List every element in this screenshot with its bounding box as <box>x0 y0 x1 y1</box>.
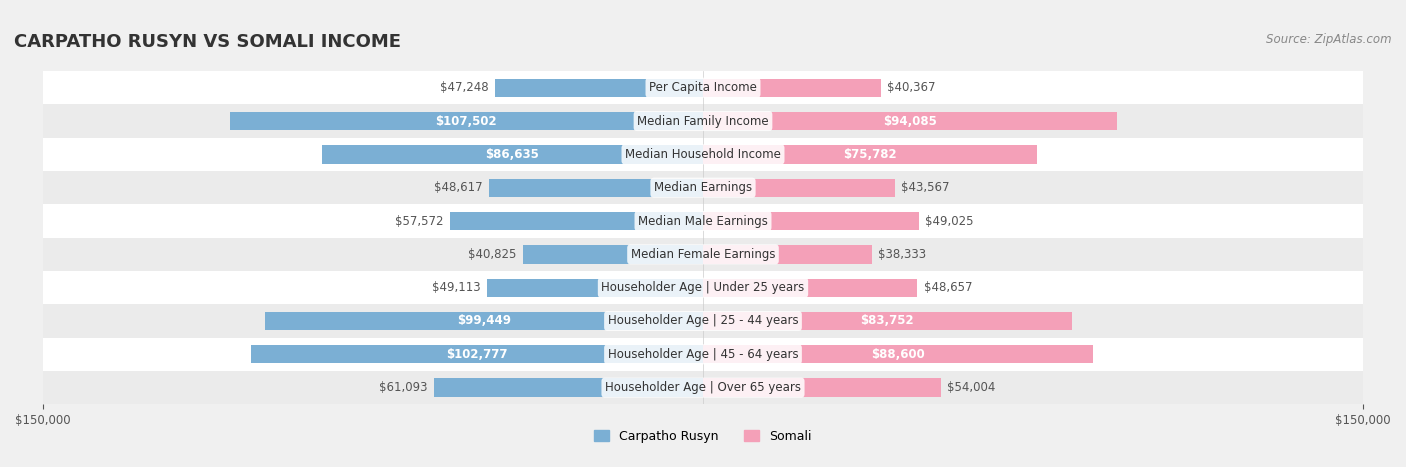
Bar <box>42 371 1364 404</box>
Bar <box>250 345 703 363</box>
Text: $43,567: $43,567 <box>901 181 950 194</box>
Bar <box>703 278 917 297</box>
Text: Median Earnings: Median Earnings <box>654 181 752 194</box>
Text: $48,617: $48,617 <box>434 181 482 194</box>
Text: $99,449: $99,449 <box>457 314 512 327</box>
Bar <box>42 205 1364 238</box>
Bar <box>703 345 1092 363</box>
Bar <box>434 378 703 397</box>
Text: $49,113: $49,113 <box>432 281 481 294</box>
Text: $54,004: $54,004 <box>948 381 995 394</box>
Text: Per Capita Income: Per Capita Income <box>650 81 756 94</box>
Bar <box>703 378 941 397</box>
Text: $86,635: $86,635 <box>485 148 540 161</box>
Bar <box>450 212 703 230</box>
Text: Median Family Income: Median Family Income <box>637 114 769 127</box>
Bar <box>523 245 703 263</box>
Bar <box>42 238 1364 271</box>
Bar <box>42 104 1364 138</box>
Bar <box>486 278 703 297</box>
Text: Median Household Income: Median Household Income <box>626 148 780 161</box>
Text: Householder Age | Over 65 years: Householder Age | Over 65 years <box>605 381 801 394</box>
Bar <box>229 112 703 130</box>
Bar <box>42 271 1364 304</box>
Bar <box>322 145 703 163</box>
Text: $38,333: $38,333 <box>879 248 927 261</box>
Text: Median Female Earnings: Median Female Earnings <box>631 248 775 261</box>
Legend: Carpatho Rusyn, Somali: Carpatho Rusyn, Somali <box>589 425 817 448</box>
Bar <box>42 304 1364 338</box>
Text: $47,248: $47,248 <box>440 81 488 94</box>
Text: Source: ZipAtlas.com: Source: ZipAtlas.com <box>1267 33 1392 46</box>
Bar <box>489 178 703 197</box>
Bar <box>703 145 1036 163</box>
Text: $94,085: $94,085 <box>883 114 936 127</box>
Bar <box>703 312 1071 330</box>
Text: $107,502: $107,502 <box>436 114 498 127</box>
Text: $57,572: $57,572 <box>395 214 443 227</box>
Bar <box>42 138 1364 171</box>
Bar <box>703 78 880 97</box>
Bar <box>42 71 1364 104</box>
Text: Householder Age | 45 - 64 years: Householder Age | 45 - 64 years <box>607 348 799 361</box>
Text: $83,752: $83,752 <box>860 314 914 327</box>
Bar <box>495 78 703 97</box>
Bar <box>703 178 894 197</box>
Text: $48,657: $48,657 <box>924 281 973 294</box>
Text: $102,777: $102,777 <box>446 348 508 361</box>
Bar <box>703 112 1118 130</box>
Text: $49,025: $49,025 <box>925 214 974 227</box>
Text: $40,367: $40,367 <box>887 81 936 94</box>
Text: Householder Age | 25 - 44 years: Householder Age | 25 - 44 years <box>607 314 799 327</box>
Text: Householder Age | Under 25 years: Householder Age | Under 25 years <box>602 281 804 294</box>
Text: CARPATHO RUSYN VS SOMALI INCOME: CARPATHO RUSYN VS SOMALI INCOME <box>14 33 401 51</box>
Text: $61,093: $61,093 <box>380 381 427 394</box>
Bar <box>42 338 1364 371</box>
Bar <box>266 312 703 330</box>
Text: $40,825: $40,825 <box>468 248 517 261</box>
Text: Median Male Earnings: Median Male Earnings <box>638 214 768 227</box>
Bar <box>42 171 1364 205</box>
Text: $88,600: $88,600 <box>872 348 925 361</box>
Bar <box>703 212 918 230</box>
Text: $75,782: $75,782 <box>844 148 897 161</box>
Bar <box>703 245 872 263</box>
